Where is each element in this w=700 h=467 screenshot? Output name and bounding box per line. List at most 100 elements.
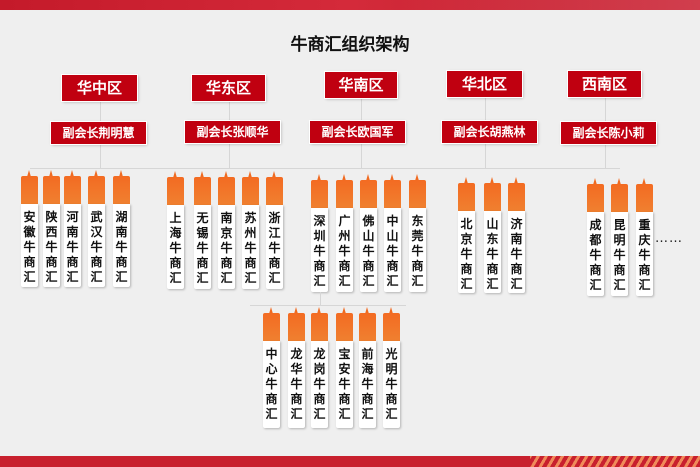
branch-name: 浙江牛商汇 [266, 205, 283, 289]
branch-card[interactable]: 广州牛商汇 [336, 174, 353, 292]
sub-branch-card[interactable]: 宝安牛商汇 [336, 307, 353, 428]
sub-branch-card[interactable]: 中心牛商汇 [263, 307, 280, 428]
card-header [167, 177, 184, 205]
card-header [21, 176, 38, 204]
bottom-banner [0, 456, 700, 467]
branch-name: 中山牛商汇 [384, 208, 401, 292]
branch-card[interactable]: 山东牛商汇 [484, 177, 501, 293]
card-header [263, 313, 280, 341]
branch-name: 成都牛商汇 [587, 212, 604, 296]
branch-card[interactable]: 无锡牛商汇 [194, 171, 211, 289]
card-header [587, 184, 604, 212]
branch-name: 东莞牛商汇 [409, 208, 426, 292]
branch-card[interactable]: 武汉牛商汇 [88, 170, 105, 287]
vice-president-label[interactable]: 副会长荆明慧 [51, 122, 146, 144]
branch-card[interactable]: 北京牛商汇 [458, 177, 475, 293]
branch-card[interactable]: 昆明牛商汇 [611, 178, 628, 296]
branch-name: 光明牛商汇 [383, 341, 400, 428]
card-tip [490, 177, 494, 184]
vice-president-label[interactable]: 副会长胡燕林 [442, 121, 537, 143]
card-header [266, 177, 283, 205]
branch-card[interactable]: 湖南牛商汇 [113, 170, 130, 287]
branch-name: 广州牛商汇 [336, 208, 353, 292]
branch-name: 河南牛商汇 [64, 204, 81, 287]
card-tip [248, 171, 252, 178]
branch-card[interactable]: 上海牛商汇 [167, 171, 184, 289]
card-header [311, 180, 328, 208]
sub-branch-card[interactable]: 光明牛商汇 [383, 307, 400, 428]
branch-name: 湖南牛商汇 [113, 204, 130, 287]
branch-name: 北京牛商汇 [458, 211, 475, 293]
card-tip [49, 170, 53, 177]
card-header [88, 176, 105, 204]
sub-branch-card[interactable]: 龙华牛商汇 [288, 307, 305, 428]
card-tip [272, 171, 276, 178]
card-header [611, 184, 628, 212]
card-header [288, 313, 305, 341]
branch-card[interactable]: 中山牛商汇 [384, 174, 401, 292]
region-header[interactable]: 西南区 [568, 71, 641, 97]
branch-card[interactable]: 东莞牛商汇 [409, 174, 426, 292]
card-header [64, 176, 81, 204]
card-header [311, 313, 328, 341]
branch-card[interactable]: 南京牛商汇 [218, 171, 235, 289]
card-header [242, 177, 259, 205]
vice-president-label[interactable]: 副会长欧国军 [310, 121, 405, 143]
branch-name: 安徽牛商汇 [21, 204, 38, 287]
card-tip [642, 178, 646, 185]
branch-name: 前海牛商汇 [359, 341, 376, 428]
card-header [359, 313, 376, 341]
sub-branch-card[interactable]: 前海牛商汇 [359, 307, 376, 428]
branch-name: 昆明牛商汇 [611, 212, 628, 296]
branch-name: 苏州牛商汇 [242, 205, 259, 289]
sub-branch-connector-line [250, 305, 406, 306]
branch-card[interactable]: 深圳牛商汇 [311, 174, 328, 292]
card-tip [173, 171, 177, 178]
card-tip [365, 307, 369, 314]
branch-name: 济南牛商汇 [508, 211, 525, 293]
branch-card[interactable]: 佛山牛商汇 [360, 174, 377, 292]
branch-name: 重庆牛商汇 [636, 212, 653, 296]
branch-name: 无锡牛商汇 [194, 205, 211, 289]
card-tip [317, 307, 321, 314]
sub-branch-connector-vertical [320, 292, 321, 305]
branch-card[interactable]: 济南牛商汇 [508, 177, 525, 293]
vice-president-label[interactable]: 副会长陈小莉 [561, 122, 656, 144]
card-tip [94, 170, 98, 177]
branch-name: 佛山牛商汇 [360, 208, 377, 292]
card-header [43, 176, 60, 204]
vice-president-label[interactable]: 副会长张顺华 [185, 121, 280, 143]
card-header [636, 184, 653, 212]
card-header [458, 183, 475, 211]
branch-card[interactable]: 苏州牛商汇 [242, 171, 259, 289]
branch-name: 宝安牛商汇 [336, 341, 353, 428]
branch-name: 山东牛商汇 [484, 211, 501, 293]
card-header [484, 183, 501, 211]
card-tip [415, 174, 419, 181]
card-tip [70, 170, 74, 177]
card-tip [342, 307, 346, 314]
branch-name: 上海牛商汇 [167, 205, 184, 289]
branch-card[interactable]: 河南牛商汇 [64, 170, 81, 287]
branch-card[interactable]: 陕西牛商汇 [43, 170, 60, 287]
region-header[interactable]: 华东区 [192, 75, 265, 101]
card-tip [390, 174, 394, 181]
branch-card[interactable]: 重庆牛商汇 [636, 178, 653, 296]
branch-card[interactable]: 成都牛商汇 [587, 178, 604, 296]
branch-card[interactable]: 浙江牛商汇 [266, 171, 283, 289]
card-tip [617, 178, 621, 185]
card-header [409, 180, 426, 208]
card-tip [200, 171, 204, 178]
branch-card[interactable]: 安徽牛商汇 [21, 170, 38, 287]
card-tip [224, 171, 228, 178]
card-header [194, 177, 211, 205]
region-header[interactable]: 华南区 [325, 72, 397, 98]
sub-branch-card[interactable]: 龙岗牛商汇 [311, 307, 328, 428]
branch-connector-line [30, 168, 620, 169]
page-title: 牛商汇组织架构 [290, 35, 410, 55]
region-header[interactable]: 华中区 [62, 75, 137, 101]
card-tip [27, 170, 31, 177]
card-header [508, 183, 525, 211]
branch-name: 龙岗牛商汇 [311, 341, 328, 428]
region-header[interactable]: 华北区 [447, 71, 522, 97]
